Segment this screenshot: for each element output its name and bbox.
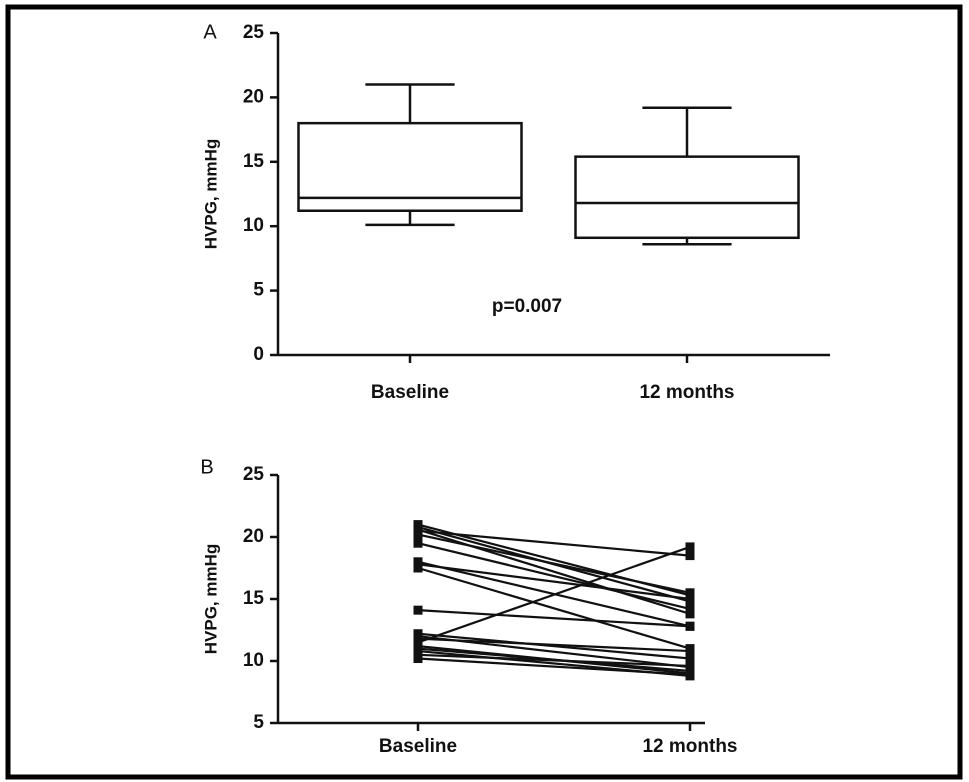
y-tick-label: 15: [243, 151, 265, 172]
pair-line: [417, 566, 691, 650]
point: [685, 604, 695, 614]
point: [685, 646, 695, 656]
point: [685, 588, 695, 598]
y-tick-label: 20: [243, 86, 264, 107]
y-tick-label: 10: [243, 650, 264, 671]
box: [574, 155, 800, 240]
y-axis-label: HVPG, mmHg: [201, 139, 220, 250]
point: [685, 670, 695, 680]
pair-line: [417, 653, 691, 668]
point: [685, 621, 695, 631]
pair-line: [417, 657, 691, 676]
pair-line: [417, 637, 691, 653]
point: [413, 605, 423, 615]
point: [685, 551, 695, 561]
panel-label: A: [203, 21, 217, 43]
frame: [5, 4, 963, 780]
x-tick-label: Baseline: [371, 382, 449, 403]
x-tick-label: 12 months: [642, 736, 737, 757]
y-tick-label: 20: [243, 526, 264, 547]
panel-label: B: [200, 456, 213, 478]
y-tick-label: 25: [243, 464, 265, 485]
pair-line: [417, 545, 691, 644]
point: [685, 542, 695, 552]
y-tick-label: 25: [243, 22, 265, 43]
x-tick-label: Baseline: [379, 736, 457, 757]
pair-line: [417, 609, 691, 628]
pair-line: [417, 542, 691, 610]
y-tick-label: 5: [253, 712, 264, 733]
point: [413, 654, 423, 664]
y-tick-label: 5: [253, 280, 264, 301]
point: [413, 530, 423, 540]
pair-line: [417, 563, 691, 601]
y-tick-label: 0: [253, 344, 264, 365]
point: [413, 563, 423, 573]
y-axis-label: HVPG, mmHg: [201, 544, 220, 655]
pair-line: [417, 632, 691, 660]
point: [413, 538, 423, 548]
y-tick-label: 10: [243, 215, 264, 236]
annotation: p=0.007: [492, 296, 562, 317]
point: [685, 654, 695, 664]
point: [685, 661, 695, 671]
y-tick-label: 15: [243, 588, 265, 609]
x-tick-label: 12 months: [639, 382, 734, 403]
point: [685, 609, 695, 619]
pair-line: [417, 533, 691, 594]
pair-line: [417, 529, 691, 557]
point: [685, 594, 695, 604]
box: [297, 121, 523, 212]
